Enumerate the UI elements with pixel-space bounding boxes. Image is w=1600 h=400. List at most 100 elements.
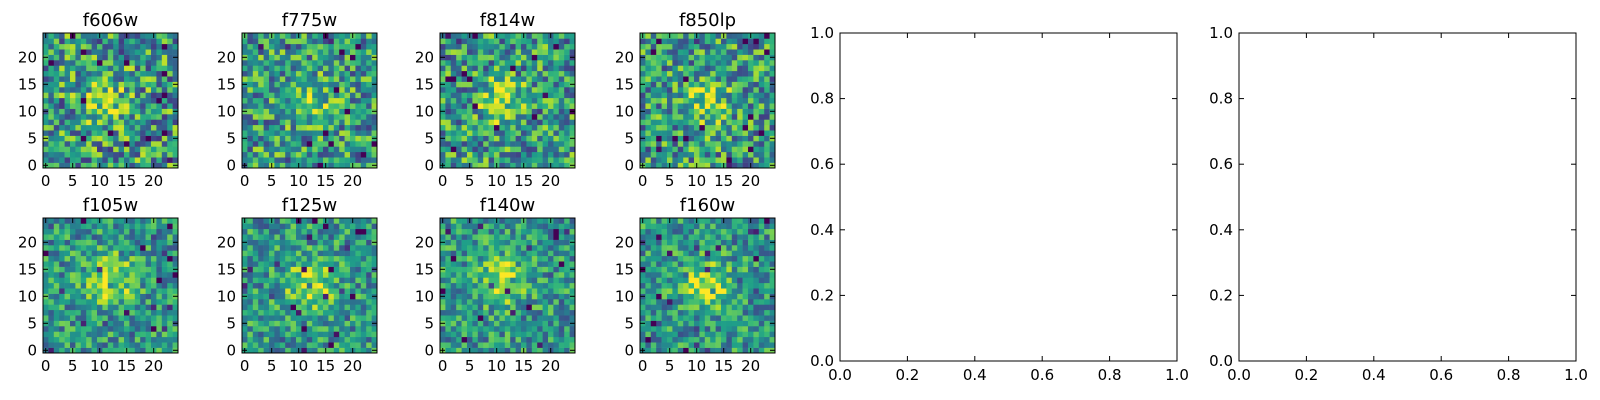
heatmap-cell [440, 151, 446, 158]
heatmap-cell [504, 97, 511, 104]
heatmap-cell [667, 146, 673, 153]
heatmap-cell [258, 54, 264, 61]
heatmap-cell [247, 54, 254, 61]
heatmap-cell [445, 70, 452, 77]
heatmap-cell [656, 315, 662, 321]
heatmap-cell [274, 347, 281, 354]
heatmap-cell [371, 151, 378, 158]
heatmap-cell [312, 326, 318, 332]
heatmap-cell [107, 326, 114, 332]
heatmap-cell [569, 76, 576, 82]
heatmap-cell [656, 331, 662, 338]
heatmap-cell [769, 277, 776, 284]
heatmap-cell [301, 336, 308, 343]
heatmap-cell [504, 261, 511, 267]
heatmap-cell [542, 326, 549, 332]
heatmap-cell [683, 347, 689, 354]
heatmap-cell [548, 245, 554, 251]
heatmap-cell [558, 277, 565, 284]
heatmap-cell [440, 245, 446, 251]
heatmap-cell [242, 97, 248, 104]
heatmap-cell [645, 266, 652, 273]
heatmap-cell [317, 141, 324, 147]
heatmap-cell [290, 277, 297, 284]
heatmap-cell [118, 108, 125, 115]
heatmap-cell [269, 119, 275, 126]
heatmap-cell [537, 239, 543, 246]
heatmap-cell [107, 331, 114, 338]
heatmap-cell [672, 277, 679, 284]
heatmap-cell [328, 146, 335, 153]
heatmap-cell [558, 293, 565, 300]
heatmap-cell [645, 70, 652, 77]
heatmap-cell [758, 141, 765, 147]
heatmap-cell [721, 272, 727, 278]
heatmap-cell [640, 157, 646, 163]
heatmap-cell [715, 87, 722, 93]
heatmap-cell [242, 70, 248, 77]
heatmap-cell [167, 218, 173, 224]
x-tick-label: 15 [117, 357, 136, 375]
heatmap-cell [323, 326, 329, 332]
heatmap-cell [124, 146, 130, 153]
heatmap-cell [366, 299, 372, 305]
heatmap-cell [737, 60, 743, 66]
heatmap-cell [124, 119, 130, 126]
heatmap-cell [445, 60, 452, 66]
heatmap-cell [75, 108, 82, 115]
heatmap-cell [64, 228, 71, 235]
heatmap-cell [360, 326, 367, 332]
heatmap-cell [323, 342, 329, 348]
heatmap-cell [344, 320, 351, 327]
heatmap-cell [355, 141, 362, 147]
heatmap-cell [140, 255, 146, 262]
heatmap-cell [650, 70, 657, 77]
heatmap-cell [333, 347, 340, 354]
heatmap-cell [731, 119, 738, 126]
heatmap-cell [317, 81, 324, 88]
heatmap-cell [704, 162, 711, 169]
heatmap-cell [97, 326, 103, 332]
heatmap-cell [526, 250, 533, 257]
heatmap-cell [279, 146, 286, 153]
heatmap-cell [151, 119, 157, 126]
heatmap-cell [715, 103, 722, 109]
heatmap-cell [323, 304, 329, 311]
heatmap-cell [569, 43, 576, 50]
heatmap-cell [483, 245, 489, 251]
heatmap-cell [742, 141, 749, 147]
heatmap-cell [456, 108, 462, 115]
heatmap-cell [683, 266, 689, 273]
heatmap-cell [726, 293, 733, 300]
heatmap-cell [59, 282, 65, 289]
heatmap-cell [59, 347, 65, 354]
heatmap-cell [461, 266, 468, 273]
heatmap-cell [86, 65, 92, 72]
heatmap-cell [107, 250, 114, 257]
heatmap-cell [677, 304, 684, 311]
heatmap-cell [306, 282, 313, 289]
heatmap-cell [156, 223, 163, 230]
heatmap-cell [467, 239, 473, 246]
heatmap-cell [667, 130, 673, 136]
heatmap-cell [333, 97, 340, 104]
heatmap-cell [521, 331, 527, 338]
heatmap-cell [118, 76, 125, 82]
heatmap-cell [59, 250, 65, 257]
heatmap-cell [704, 277, 711, 284]
heatmap-cell [134, 331, 141, 338]
heatmap-cell [504, 304, 511, 311]
heatmap-cell [355, 234, 362, 240]
heatmap-cell [371, 65, 378, 72]
heatmap-cell [161, 320, 168, 327]
heatmap-cell [339, 76, 345, 82]
heatmap-cell [366, 272, 372, 278]
heatmap-cell [134, 49, 141, 55]
heatmap-cell [75, 293, 82, 300]
heatmap-cell [252, 60, 259, 66]
heatmap-cell [526, 103, 533, 109]
heatmap-cell [156, 103, 163, 109]
heatmap-cell [748, 293, 754, 300]
heatmap-cell [129, 218, 136, 224]
